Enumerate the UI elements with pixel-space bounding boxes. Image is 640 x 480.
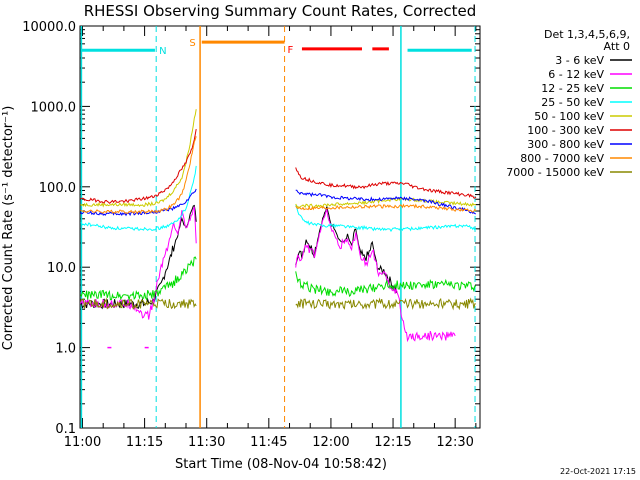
series-line — [295, 167, 477, 199]
y-tick-label: 1.0 — [55, 342, 76, 357]
series-line — [295, 297, 476, 311]
legend-header: Det 1,3,4,5,6,9, — [544, 28, 630, 41]
chart-title: RHESSI Observing Summary Count Rates, Co… — [84, 2, 477, 20]
series-line — [295, 203, 477, 213]
plot-area: 10000.0 1000.0 100.0 10.0 1.0 0.111:00 11:15 11… — [22, 20, 632, 450]
legend-label: 25 - 50 keV — [541, 96, 604, 109]
x-tick-label: 11:00 — [64, 435, 101, 450]
y-tick-label: 0.1 — [55, 422, 76, 437]
series-line — [79, 188, 197, 217]
legend-label: 6 - 12 keV — [548, 68, 604, 81]
flag-label-s: S — [189, 38, 195, 49]
x-tick-label: 11:15 — [126, 435, 163, 450]
y-tick-label: 1000.0 — [31, 100, 77, 115]
legend-label: 300 - 800 keV — [527, 138, 604, 151]
series-line — [295, 207, 456, 343]
y-tick-label: 10000.0 — [22, 20, 76, 35]
legend-label: 800 - 7000 keV — [520, 152, 604, 165]
series-line — [295, 205, 477, 233]
series-line — [295, 189, 477, 215]
series-line — [80, 129, 197, 204]
legend-label: 100 - 300 keV — [527, 124, 604, 137]
series-line — [80, 165, 197, 231]
series-line — [80, 256, 197, 302]
y-axis-label: Corrected Count Rate (s⁻¹ detector⁻¹) — [1, 106, 16, 351]
y-tick-label: 100.0 — [39, 181, 76, 196]
series-line — [80, 204, 197, 310]
series-line — [295, 206, 398, 294]
legend-label: 7000 - 15000 keV — [506, 166, 604, 179]
x-tick-label: 11:30 — [188, 435, 225, 450]
x-tick-label: 12:30 — [436, 435, 473, 450]
y-tick-label: 10.0 — [47, 261, 76, 276]
series-line — [295, 196, 476, 209]
series-line — [80, 109, 197, 208]
legend-label: 12 - 25 keV — [541, 82, 604, 95]
x-tick-label: 12:15 — [374, 435, 411, 450]
series-line — [79, 297, 197, 310]
series-line — [295, 271, 476, 298]
legend-label: 3 - 6 keV — [555, 54, 604, 67]
x-tick-label: 12:00 — [312, 435, 349, 450]
flag-label-f: F — [287, 45, 293, 56]
x-axis-label: Start Time (08-Nov-04 10:58:42) — [175, 457, 387, 472]
plot-frame — [79, 25, 481, 429]
legend-header-att: Att 0 — [604, 40, 630, 53]
x-tick-label: 11:45 — [250, 435, 287, 450]
legend-label: 50 - 100 keV — [534, 110, 604, 123]
flag-label-n: N — [159, 46, 166, 57]
series-line — [80, 136, 197, 215]
generation-timestamp: 22-Oct-2021 17:15 — [560, 467, 636, 476]
